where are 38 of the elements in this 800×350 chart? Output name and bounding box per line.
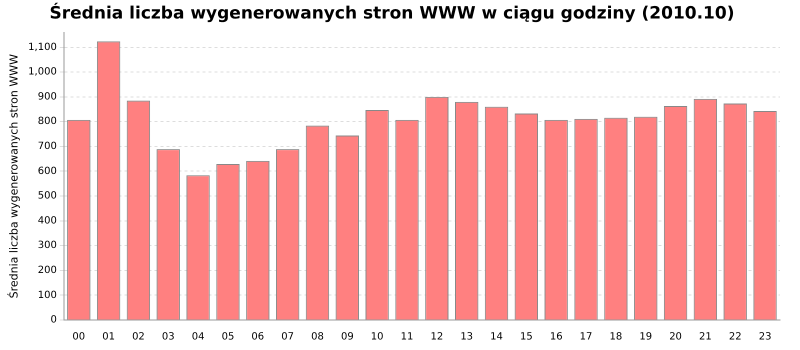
x-tick-label: 03 — [162, 332, 175, 343]
x-tick-label: 11 — [400, 332, 414, 343]
x-tick-label: 21 — [699, 332, 712, 343]
x-tick-label: 14 — [490, 332, 503, 343]
x-tick-label: 19 — [639, 332, 652, 343]
y-tick-label: 600 — [38, 166, 57, 177]
y-tick-label: 1,100 — [28, 42, 57, 53]
x-tick-label: 13 — [460, 332, 474, 343]
x-tick-label: 17 — [580, 332, 592, 343]
x-tick-label: 02 — [132, 332, 145, 343]
y-tick-label: 300 — [38, 240, 57, 252]
y-tick-label: 500 — [38, 190, 57, 202]
x-tick-label: 05 — [222, 332, 234, 343]
x-tick-label: 12 — [430, 332, 444, 343]
x-tick-label: 06 — [251, 332, 264, 343]
x-tick-label: 23 — [758, 332, 772, 343]
x-tick-label: 08 — [311, 332, 324, 343]
y-tick-label: 1,000 — [28, 66, 57, 78]
x-tick-label: 07 — [281, 332, 294, 343]
x-tick-label: 15 — [520, 332, 533, 343]
y-tick-label: 800 — [38, 116, 57, 128]
y-tick-label: 200 — [38, 265, 57, 276]
x-tick-label: 20 — [669, 332, 682, 343]
x-tick-label: 09 — [340, 332, 354, 343]
x-tick-label: 10 — [370, 332, 384, 343]
y-tick-label: 400 — [38, 215, 57, 226]
y-axis-title: Średnia liczba wygenerowanych stron WWW — [6, 54, 20, 298]
y-tick-label: 100 — [38, 290, 57, 301]
x-tick-label: 22 — [728, 332, 742, 343]
y-tick-label: 700 — [38, 141, 57, 152]
x-tick-label: 04 — [192, 332, 204, 343]
x-tick-label: 18 — [610, 332, 622, 343]
chart-title: Średnia liczba wygenerowanych stron WWW w ciągu godziny (2010.10) — [50, 2, 734, 24]
y-tick-label: 900 — [38, 91, 57, 102]
x-tick-label: 16 — [550, 332, 563, 343]
y-tick-label: 0 — [50, 314, 57, 326]
x-tick-label: 01 — [102, 332, 115, 343]
x-tick-label: 00 — [72, 332, 86, 343]
